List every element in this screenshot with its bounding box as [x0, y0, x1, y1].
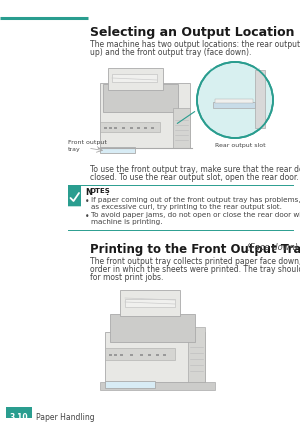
- Bar: [104, 127, 106, 129]
- Bar: [140, 354, 143, 356]
- Text: N: N: [85, 188, 92, 197]
- FancyBboxPatch shape: [112, 74, 157, 82]
- FancyBboxPatch shape: [108, 68, 163, 90]
- Bar: [114, 354, 117, 356]
- FancyBboxPatch shape: [105, 381, 155, 388]
- Bar: [163, 354, 166, 356]
- Text: Printing to the Front Output Tray: Printing to the Front Output Tray: [90, 243, 300, 256]
- Text: Paper Handling: Paper Handling: [36, 413, 94, 422]
- Bar: [148, 354, 151, 356]
- FancyBboxPatch shape: [105, 348, 175, 360]
- Text: 3.10: 3.10: [10, 413, 28, 422]
- Bar: [130, 354, 133, 356]
- FancyBboxPatch shape: [125, 299, 175, 307]
- Text: for most print jobs.: for most print jobs.: [90, 273, 164, 282]
- Bar: [151, 127, 154, 129]
- Text: up) and the front output tray (face down).: up) and the front output tray (face down…: [90, 48, 251, 57]
- Text: order in which the sheets were printed. The tray should be used: order in which the sheets were printed. …: [90, 265, 300, 274]
- Text: •: •: [85, 212, 89, 221]
- FancyBboxPatch shape: [100, 147, 135, 153]
- Bar: [109, 127, 112, 129]
- FancyBboxPatch shape: [213, 102, 255, 108]
- FancyBboxPatch shape: [105, 332, 205, 382]
- FancyBboxPatch shape: [210, 68, 260, 128]
- Circle shape: [197, 62, 273, 138]
- Bar: [120, 354, 123, 356]
- Text: OTES: OTES: [90, 188, 111, 194]
- FancyBboxPatch shape: [110, 314, 195, 342]
- FancyBboxPatch shape: [215, 99, 253, 103]
- Bar: [156, 354, 159, 356]
- Text: closed. To use the rear output slot, open the rear door.: closed. To use the rear output slot, ope…: [90, 173, 299, 182]
- FancyBboxPatch shape: [100, 122, 160, 132]
- FancyBboxPatch shape: [173, 108, 190, 148]
- Text: To use the front output tray, make sure that the rear door is: To use the front output tray, make sure …: [90, 165, 300, 174]
- FancyBboxPatch shape: [68, 185, 81, 207]
- Text: To avoid paper jams, do not open or close the rear door while the: To avoid paper jams, do not open or clos…: [91, 212, 300, 218]
- FancyBboxPatch shape: [6, 407, 32, 418]
- Text: (Face down): (Face down): [244, 243, 298, 252]
- Text: •: •: [85, 197, 89, 206]
- Bar: [137, 127, 140, 129]
- Text: The front output tray collects printed paper face down, in the: The front output tray collects printed p…: [90, 257, 300, 266]
- FancyBboxPatch shape: [120, 290, 180, 316]
- Text: Front output: Front output: [68, 140, 107, 145]
- Bar: [122, 127, 124, 129]
- Polygon shape: [68, 207, 81, 211]
- FancyBboxPatch shape: [188, 327, 205, 382]
- Text: :: :: [105, 188, 108, 197]
- Text: Rear output slot: Rear output slot: [215, 143, 266, 148]
- Bar: [130, 127, 133, 129]
- FancyBboxPatch shape: [103, 84, 178, 112]
- FancyBboxPatch shape: [100, 83, 190, 148]
- Text: tray: tray: [68, 147, 81, 152]
- Text: If paper coming out of the front output tray has problems, such: If paper coming out of the front output …: [91, 197, 300, 203]
- Bar: [144, 127, 146, 129]
- FancyBboxPatch shape: [100, 382, 215, 390]
- Bar: [114, 127, 116, 129]
- Text: as excessive curl, try printing to the rear output slot.: as excessive curl, try printing to the r…: [91, 204, 282, 210]
- FancyBboxPatch shape: [255, 70, 265, 128]
- Bar: [109, 354, 112, 356]
- Text: Selecting an Output Location: Selecting an Output Location: [90, 26, 295, 39]
- Text: The machine has two output locations: the rear output slot (face: The machine has two output locations: th…: [90, 40, 300, 49]
- Text: machine is printing.: machine is printing.: [91, 219, 163, 225]
